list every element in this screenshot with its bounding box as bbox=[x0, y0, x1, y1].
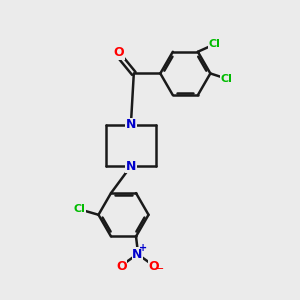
Text: N: N bbox=[126, 160, 136, 173]
Text: O: O bbox=[114, 46, 124, 59]
Text: −: − bbox=[155, 264, 164, 274]
Text: +: + bbox=[139, 243, 147, 253]
Text: Cl: Cl bbox=[74, 204, 85, 214]
Text: Cl: Cl bbox=[220, 74, 232, 84]
Text: O: O bbox=[116, 260, 127, 273]
Text: N: N bbox=[132, 248, 143, 261]
Text: O: O bbox=[148, 260, 159, 273]
Text: N: N bbox=[126, 118, 136, 131]
Text: Cl: Cl bbox=[208, 39, 220, 50]
